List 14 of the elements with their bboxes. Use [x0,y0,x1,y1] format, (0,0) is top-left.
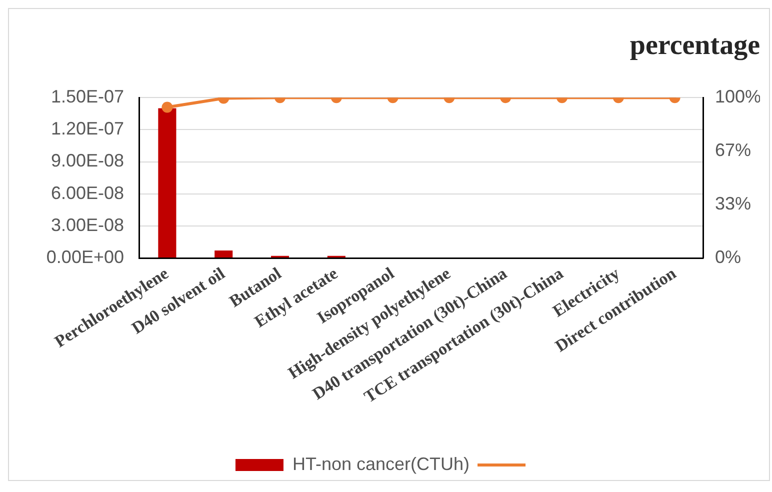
y-tick-label: 3.00E-08 [50,214,124,235]
y-tick-label: 1.50E-07 [50,86,124,107]
bar [214,250,233,258]
y-tick-label: 1.20E-07 [50,118,124,139]
y-tick-label: 9.00E-08 [50,150,124,171]
legend-label: HT-non cancer(CTUh) [292,454,470,474]
y-tick-label: 0.00E+00 [46,246,124,267]
y2-tick-label: 100% [715,86,762,107]
bar [158,108,176,258]
chart-title: percentage [630,30,760,62]
y2-tick-label: 67% [715,140,752,160]
y2-tick-label: 0% [715,246,742,267]
y2-tick-label: 33% [715,194,752,214]
y-tick-label: 6.00E-08 [50,182,124,203]
